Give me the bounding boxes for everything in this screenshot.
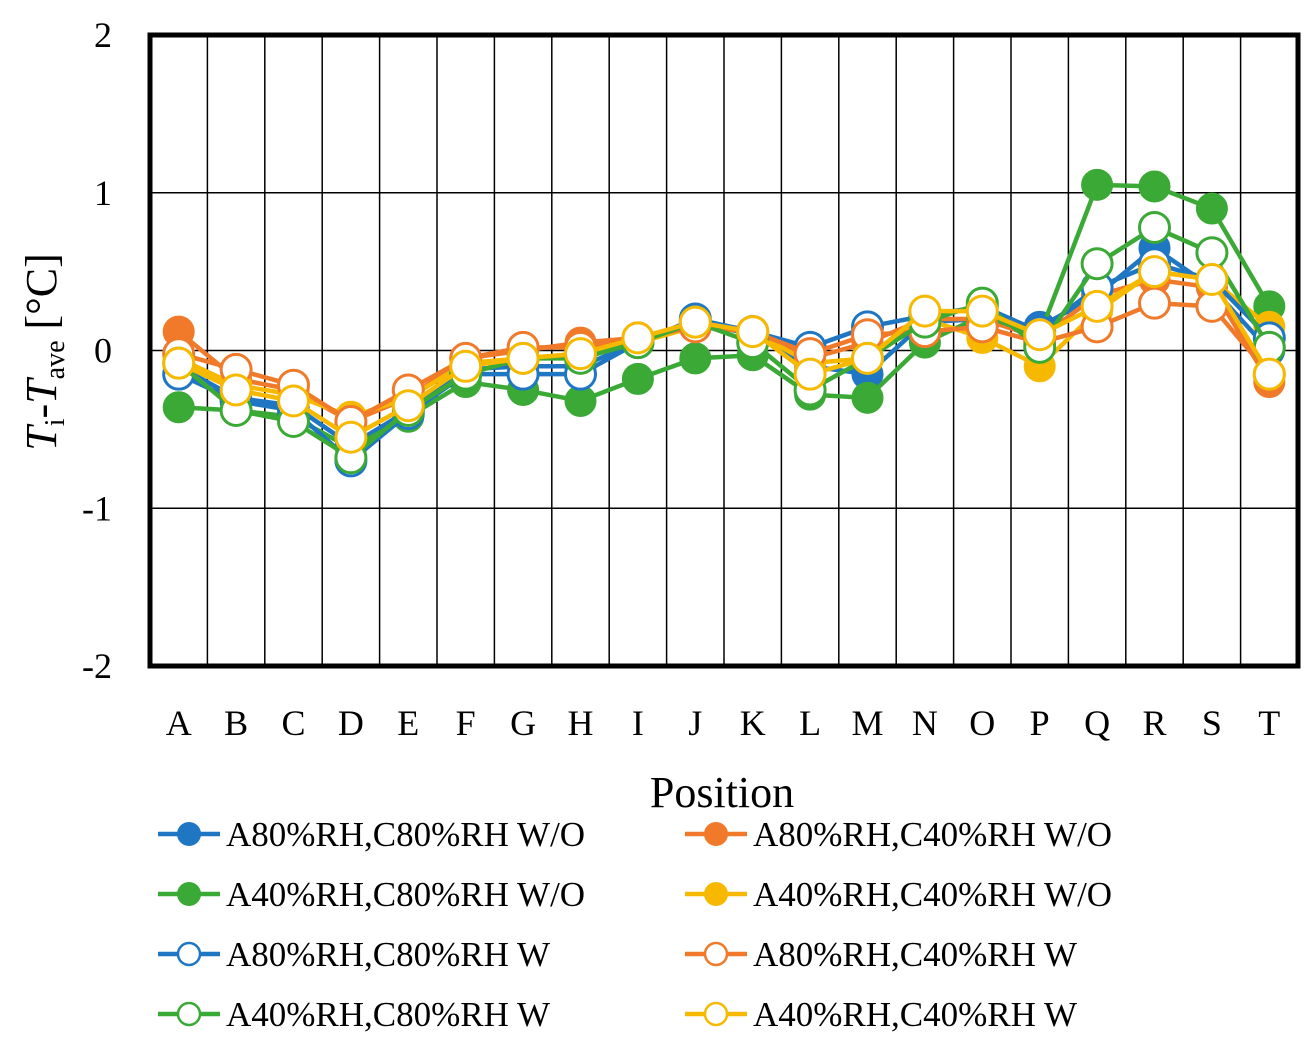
legend-item: A80%RH,C80%RH W/O — [158, 815, 585, 854]
data-point — [1138, 170, 1171, 203]
legend-swatch-marker — [703, 1001, 729, 1027]
data-point — [908, 294, 942, 328]
y-tick-label: -2 — [82, 646, 112, 686]
y-tick-label: 1 — [94, 173, 112, 213]
data-point — [449, 349, 483, 383]
plot-area-frame — [147, 32, 1301, 669]
y-axis-title-part: ave — [40, 340, 71, 379]
legend-swatch-marker — [703, 941, 729, 967]
legend-item: A40%RH,C80%RH W — [158, 995, 550, 1034]
data-point — [793, 357, 827, 391]
legend-item: A80%RH,C80%RH W — [158, 935, 550, 974]
data-point — [1023, 318, 1057, 352]
y-axis-title-part: T — [17, 423, 66, 451]
y-axis-title: Ti-Tave [°C] — [17, 253, 71, 451]
y-tick-label: 0 — [94, 331, 112, 371]
data-point — [678, 305, 712, 339]
data-point — [564, 337, 597, 371]
data-point — [1252, 357, 1286, 391]
series-layer — [162, 168, 1286, 478]
x-tick-label: S — [1202, 703, 1222, 743]
data-point — [621, 362, 654, 395]
x-tick-label: H — [568, 703, 594, 743]
legend-label: A80%RH,C80%RH W/O — [226, 815, 585, 854]
x-tick-label: G — [510, 703, 536, 743]
legend-swatch-marker — [176, 941, 202, 967]
legend-label: A40%RH,C80%RH W — [226, 995, 550, 1034]
data-point — [1195, 263, 1229, 297]
grid-lines — [150, 35, 1298, 666]
legend-label: A40%RH,C40%RH W/O — [753, 875, 1112, 914]
legend-swatch-marker — [176, 1001, 202, 1027]
data-point — [162, 391, 195, 424]
legend-item: A40%RH,C40%RH W — [685, 995, 1077, 1034]
data-point — [277, 384, 310, 418]
data-point — [1138, 286, 1171, 320]
legend-swatch-marker — [177, 822, 201, 846]
y-axis-tick-labels: 2 1 0 -1 -2 — [82, 15, 112, 686]
data-point — [1080, 247, 1114, 281]
y-tick-label: -1 — [82, 488, 112, 528]
x-tick-label: I — [632, 703, 644, 743]
x-tick-label: Q — [1084, 703, 1110, 743]
data-point — [736, 315, 770, 349]
y-axis-title-part: - — [17, 404, 66, 419]
x-tick-label: R — [1142, 703, 1166, 743]
x-tick-label: B — [224, 703, 248, 743]
legend-swatch-marker — [704, 822, 728, 846]
legend: A80%RH,C80%RH W/O A80%RH,C40%RH W/O A40%RH… — [158, 815, 1112, 1034]
data-point — [1195, 192, 1228, 225]
x-tick-label: M — [851, 703, 883, 743]
series-7 — [162, 255, 1286, 454]
data-point — [506, 341, 540, 375]
legend-swatch-marker — [704, 882, 728, 906]
data-point — [965, 294, 999, 328]
data-point — [621, 321, 655, 355]
data-point — [334, 420, 368, 454]
data-point — [219, 373, 253, 407]
x-tick-label: C — [281, 703, 305, 743]
x-tick-label: O — [969, 703, 995, 743]
y-axis-title-part: T — [17, 376, 66, 404]
x-tick-label: L — [799, 703, 821, 743]
legend-item: A80%RH,C40%RH W/O — [685, 815, 1112, 854]
legend-item: A40%RH,C40%RH W/O — [685, 875, 1112, 914]
x-tick-label: D — [338, 703, 364, 743]
legend-item: A40%RH,C80%RH W/O — [158, 875, 585, 914]
x-tick-label: J — [688, 703, 702, 743]
y-tick-label: 2 — [94, 15, 112, 55]
y-axis-title-part: i — [40, 418, 71, 426]
y-axis-title-part: [°C] — [17, 253, 66, 340]
x-axis-title: Position — [650, 768, 794, 817]
legend-label: A80%RH,C80%RH W — [226, 935, 550, 974]
legend-label: A40%RH,C80%RH W/O — [226, 875, 585, 914]
legend-label: A80%RH,C40%RH W — [753, 935, 1077, 974]
x-tick-label: E — [397, 703, 419, 743]
data-point — [1080, 289, 1114, 323]
legend-label: A40%RH,C40%RH W — [753, 995, 1077, 1034]
x-tick-label: A — [166, 703, 192, 743]
data-point — [679, 342, 712, 375]
data-point — [391, 389, 425, 423]
legend-label: A80%RH,C40%RH W/O — [753, 815, 1112, 854]
x-tick-label: N — [912, 703, 938, 743]
x-tick-label: K — [740, 703, 766, 743]
data-point — [1081, 168, 1114, 201]
legend-item: A80%RH,C40%RH W — [685, 935, 1077, 974]
data-point — [1138, 210, 1171, 244]
legend-swatch-marker — [177, 882, 201, 906]
data-point — [162, 346, 196, 380]
x-tick-label: T — [1258, 703, 1280, 743]
data-point — [1138, 255, 1171, 289]
x-tick-label: P — [1030, 703, 1050, 743]
x-tick-label: F — [456, 703, 476, 743]
data-point — [851, 381, 884, 414]
data-point — [851, 341, 884, 375]
